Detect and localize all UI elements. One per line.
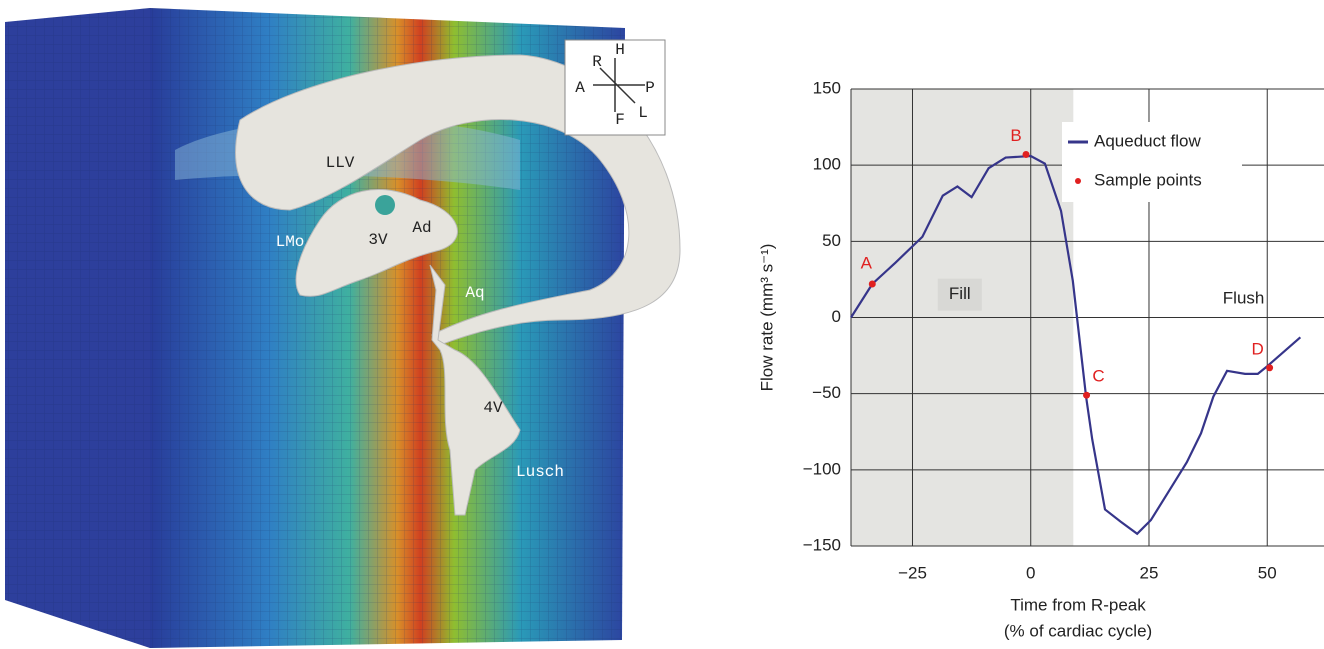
- third-ventricle: [295, 189, 458, 297]
- anatomy-label: Lusch: [516, 463, 564, 481]
- y-tick-label: −100: [803, 459, 841, 478]
- flow-line: [850, 154, 1302, 536]
- x-tick-label: 0: [1026, 563, 1035, 582]
- y-tick-label: 100: [813, 155, 841, 174]
- legend-label: Sample points: [1094, 170, 1202, 189]
- legend-bg: [1062, 122, 1242, 202]
- x-axis-label: Time from R-peak: [1010, 595, 1146, 614]
- legend-marker: [1075, 178, 1081, 184]
- anatomy-label: 4V: [483, 399, 503, 417]
- annotation: Fill: [949, 284, 971, 303]
- orientation-label: R: [592, 53, 602, 71]
- point-label: C: [1092, 367, 1104, 386]
- line-chart: −150 −100 −50 0 50 100 150 −25 0 25 50 Flow rate (m…: [757, 78, 1324, 640]
- mesh-rendering: [5, 8, 681, 648]
- fourth-ventricle: [429, 264, 521, 516]
- cube-left-mesh: [5, 8, 150, 648]
- sample-point: [868, 280, 876, 288]
- sample-point: [1266, 364, 1274, 372]
- y-axis-label: Flow rate (mm³ s⁻¹): [757, 244, 776, 392]
- orientation-label: H: [615, 41, 625, 59]
- y-tick-label: −50: [812, 383, 841, 402]
- orientation-label: F: [615, 111, 625, 129]
- y-tick-label: 0: [832, 307, 841, 326]
- anatomy-label: Aq: [465, 284, 484, 302]
- point-label: A: [861, 253, 873, 272]
- x-axis-label: (% of cardiac cycle): [1004, 621, 1152, 640]
- anatomy-label: LLV: [326, 154, 355, 172]
- legend-label: Aqueduct flow: [1094, 131, 1202, 150]
- anatomy-label: Ad: [412, 219, 431, 237]
- point-label: B: [1010, 126, 1021, 145]
- orientation-arrows: [593, 58, 645, 112]
- annotation-bg: [937, 278, 982, 311]
- sample-point: [1083, 391, 1091, 399]
- y-tick-label: −150: [803, 535, 841, 554]
- orientation-label: P: [645, 79, 655, 97]
- adhesion: [375, 195, 395, 215]
- annotation: Flush: [1223, 289, 1265, 308]
- y-tick-label: 150: [813, 78, 841, 97]
- x-tick-label: 50: [1258, 563, 1277, 582]
- anatomy-label: LMo: [276, 233, 305, 251]
- x-tick-label: 25: [1140, 563, 1159, 582]
- sample-point: [1022, 151, 1030, 159]
- orientation-label: L: [638, 104, 648, 122]
- point-label: D: [1251, 339, 1263, 358]
- x-tick-label: −25: [898, 563, 927, 582]
- orientation-label: A: [575, 79, 585, 97]
- anatomy-label: 3V: [368, 231, 388, 249]
- y-tick-label: 50: [822, 231, 841, 250]
